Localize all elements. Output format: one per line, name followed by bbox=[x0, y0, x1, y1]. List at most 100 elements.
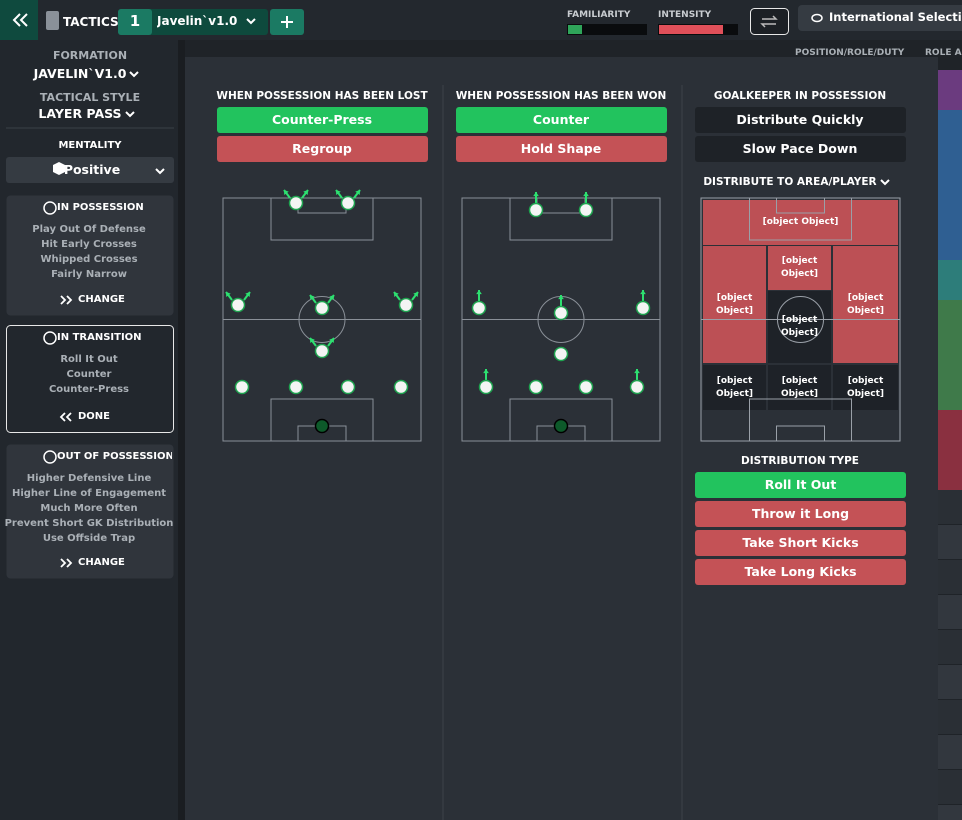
roster-row bbox=[938, 805, 962, 820]
option-button[interactable]: Take Long Kicks bbox=[695, 559, 906, 585]
card-item: Hit Early Crosses bbox=[41, 239, 137, 250]
player bbox=[553, 305, 569, 321]
goal-box bbox=[776, 425, 825, 442]
arrow-head bbox=[558, 295, 564, 300]
roster-strip bbox=[938, 300, 962, 410]
zone bbox=[703, 200, 898, 245]
option-button[interactable]: Take Short Kicks bbox=[695, 530, 906, 556]
arrow-head bbox=[329, 338, 334, 343]
mentality-icon bbox=[53, 162, 65, 175]
sidebar-gutter bbox=[178, 40, 185, 820]
card-item: Prevent Short GK Distribution bbox=[4, 518, 174, 529]
tactic-name: Javelin`v1.0 bbox=[157, 14, 238, 28]
card-item: Fairly Narrow bbox=[51, 269, 127, 280]
player bbox=[288, 379, 304, 395]
option-button[interactable]: Counter-Press bbox=[216, 107, 428, 133]
player bbox=[340, 195, 356, 211]
arrow-head bbox=[226, 292, 231, 297]
selection-button[interactable] bbox=[798, 5, 962, 31]
roster-row bbox=[938, 490, 962, 524]
player bbox=[471, 300, 487, 316]
zone bbox=[833, 365, 898, 410]
option-button[interactable]: Hold Shape bbox=[455, 136, 667, 162]
option-button[interactable]: Regroup bbox=[216, 136, 428, 162]
player bbox=[629, 379, 645, 395]
formation-label: FORMATION bbox=[52, 48, 128, 62]
roster-row bbox=[938, 700, 962, 734]
option-button[interactable]: Distribute Quickly bbox=[694, 107, 906, 133]
card-title: IN POSSESSION bbox=[57, 202, 144, 213]
zone bbox=[833, 246, 898, 363]
swap-icon bbox=[760, 15, 778, 28]
arrow-head bbox=[355, 190, 360, 195]
card bbox=[6, 325, 174, 433]
zone-label[interactable]: [object Object] bbox=[780, 375, 819, 399]
player bbox=[478, 379, 494, 395]
card bbox=[6, 195, 174, 316]
roster-row bbox=[938, 525, 962, 559]
style-label: TACTICAL STYLE bbox=[39, 90, 141, 104]
card-item: Higher Defensive Line bbox=[26, 473, 152, 484]
roster-row bbox=[938, 665, 962, 699]
player bbox=[393, 379, 409, 395]
zone-label[interactable]: [object Object] bbox=[780, 315, 819, 338]
back-button[interactable] bbox=[0, 0, 38, 40]
arrow-head bbox=[245, 292, 250, 297]
goal-box bbox=[776, 197, 825, 214]
zone-label[interactable]: [object Object] bbox=[846, 375, 885, 399]
player bbox=[398, 297, 414, 313]
option-button[interactable]: Roll It Out bbox=[695, 472, 906, 498]
column-title: GOALKEEPER IN POSSESSION bbox=[713, 89, 887, 102]
option-button[interactable]: Throw it Long bbox=[695, 501, 906, 527]
zone-label[interactable]: [object Object] bbox=[762, 217, 839, 227]
arrow-head bbox=[533, 192, 539, 197]
arrow-head bbox=[394, 292, 399, 297]
zone-label[interactable]: [object Object] bbox=[715, 292, 754, 316]
formation: JAVELIN`V1.0 bbox=[33, 65, 127, 81]
arrow-head bbox=[413, 292, 418, 297]
mentality: Positive bbox=[63, 161, 121, 177]
zone bbox=[768, 246, 831, 290]
zone-label[interactable]: [object Object] bbox=[715, 375, 754, 399]
player bbox=[230, 297, 246, 313]
back-icon bbox=[12, 13, 28, 27]
section-title: DISTRIBUTION TYPE bbox=[741, 454, 859, 467]
option-button[interactable]: Slow Pace Down bbox=[694, 136, 906, 162]
player bbox=[314, 343, 330, 359]
player bbox=[528, 202, 544, 218]
zone-label[interactable]: [object Object] bbox=[780, 256, 819, 279]
zone bbox=[703, 246, 766, 363]
player bbox=[553, 346, 569, 362]
tactic-tab[interactable] bbox=[118, 9, 268, 35]
zone-label[interactable]: [object Object] bbox=[846, 292, 885, 316]
centre-circle bbox=[298, 296, 346, 343]
swap-button[interactable] bbox=[750, 8, 789, 35]
mentality-dropdown[interactable] bbox=[6, 157, 174, 183]
player bbox=[528, 379, 544, 395]
roster-row bbox=[938, 595, 962, 629]
dropdown-chevron bbox=[155, 168, 165, 175]
card-action: CHANGE bbox=[78, 294, 125, 305]
arrow-head bbox=[336, 190, 341, 195]
player bbox=[635, 300, 651, 316]
card-action: CHANGE bbox=[78, 557, 125, 568]
mentality-label: MENTALITY bbox=[58, 140, 122, 151]
card-icon bbox=[43, 201, 57, 215]
zone bbox=[768, 365, 831, 410]
card-item: Counter bbox=[66, 369, 112, 380]
familiarity-fill bbox=[568, 25, 582, 34]
section-title: TACTICS bbox=[63, 15, 119, 29]
roster-strip bbox=[938, 260, 962, 300]
column-header: ROLE AB bbox=[925, 47, 962, 58]
roster-strip bbox=[938, 410, 962, 490]
card-item: Much More Often bbox=[40, 503, 138, 514]
option-button[interactable]: Counter bbox=[455, 107, 667, 133]
card-item: Roll It Out bbox=[60, 354, 118, 365]
section-title: DISTRIBUTE TO AREA/PLAYER bbox=[703, 175, 877, 188]
arrow-head bbox=[284, 190, 289, 195]
roster-row bbox=[938, 560, 962, 594]
player bbox=[553, 418, 569, 434]
arrow-head bbox=[329, 295, 334, 300]
card-item: Higher Line of Engagement bbox=[11, 488, 167, 499]
roster-row bbox=[938, 735, 962, 769]
